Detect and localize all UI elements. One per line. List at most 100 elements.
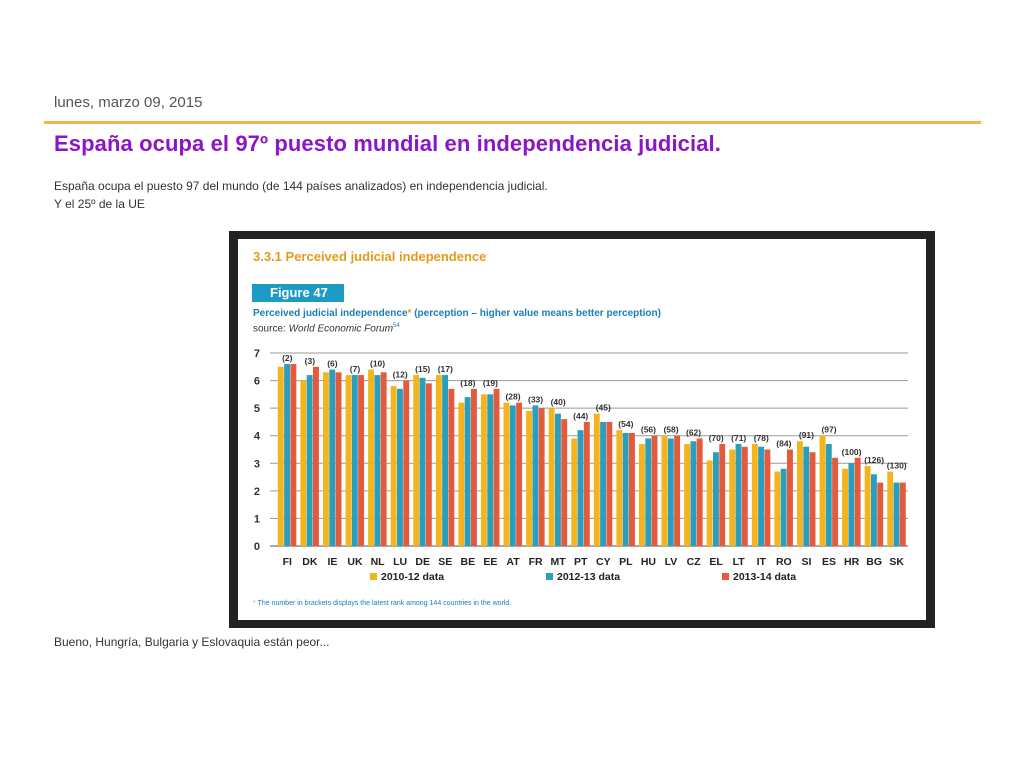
bar bbox=[390, 386, 397, 546]
bar bbox=[616, 430, 623, 546]
bar bbox=[787, 449, 793, 546]
rank-label: (6) bbox=[327, 359, 338, 369]
bar bbox=[448, 388, 455, 546]
rank-label: (3) bbox=[305, 356, 316, 366]
bar bbox=[442, 375, 449, 546]
bar bbox=[493, 388, 500, 546]
x-tick-label: SE bbox=[438, 556, 452, 568]
rank-label: (18) bbox=[460, 378, 475, 388]
bar bbox=[503, 402, 510, 546]
bar bbox=[674, 435, 681, 546]
bar bbox=[396, 388, 403, 546]
rank-label: (7) bbox=[350, 364, 361, 374]
x-tick-label: FR bbox=[529, 556, 543, 568]
legend-swatch bbox=[546, 573, 553, 580]
bar bbox=[480, 394, 487, 546]
post-title[interactable]: España ocupa el 97º puesto mundial en in… bbox=[54, 131, 721, 156]
bar bbox=[741, 446, 748, 546]
bar bbox=[774, 471, 781, 546]
y-tick-label: 6 bbox=[254, 376, 260, 388]
bar bbox=[842, 468, 849, 546]
rank-label: (40) bbox=[551, 397, 566, 407]
source-prefix: source: bbox=[253, 323, 289, 335]
bar bbox=[832, 457, 839, 546]
bar bbox=[735, 443, 742, 546]
x-tick-label: IE bbox=[327, 556, 337, 568]
y-tick-label: 7 bbox=[254, 348, 260, 360]
rank-label: (33) bbox=[528, 394, 543, 404]
y-tick-label: 1 bbox=[254, 513, 260, 525]
y-tick-label: 0 bbox=[254, 541, 260, 553]
bar bbox=[848, 463, 855, 546]
bar bbox=[651, 435, 658, 546]
x-tick-label: HU bbox=[641, 556, 656, 568]
bar bbox=[887, 471, 894, 546]
bar bbox=[622, 432, 629, 546]
bar bbox=[893, 482, 900, 546]
rank-label: (62) bbox=[686, 427, 701, 437]
intro-line-2: Y el 25º de la UE bbox=[54, 197, 145, 211]
figure-label: Figure 47 bbox=[252, 284, 344, 302]
bar bbox=[696, 438, 703, 546]
y-tick-label: 4 bbox=[254, 431, 261, 443]
y-tick-label: 5 bbox=[254, 403, 260, 415]
rank-label: (84) bbox=[776, 439, 791, 449]
bar bbox=[780, 468, 787, 546]
post-date: lunes, marzo 09, 2015 bbox=[54, 94, 203, 111]
x-tick-label: AT bbox=[506, 556, 520, 568]
rank-label: (58) bbox=[663, 425, 678, 435]
bar bbox=[509, 405, 516, 546]
bar bbox=[870, 474, 877, 546]
bar bbox=[593, 413, 600, 546]
bar bbox=[313, 366, 319, 546]
y-tick-label: 2 bbox=[254, 486, 260, 498]
bar bbox=[290, 364, 297, 546]
rank-label: (10) bbox=[370, 359, 385, 369]
bar bbox=[419, 377, 426, 546]
bar bbox=[825, 443, 832, 546]
bar bbox=[706, 460, 713, 546]
rank-label: (97) bbox=[821, 425, 836, 435]
rank-label: (71) bbox=[731, 433, 746, 443]
bar bbox=[606, 421, 613, 546]
x-tick-label: PT bbox=[574, 556, 588, 568]
rank-label: (45) bbox=[596, 403, 611, 413]
bar bbox=[803, 446, 810, 546]
date-divider bbox=[44, 121, 981, 124]
x-tick-label: RO bbox=[776, 556, 792, 568]
bar bbox=[345, 375, 352, 546]
legend-swatch bbox=[370, 573, 377, 580]
x-tick-label: CZ bbox=[687, 556, 702, 568]
legend-label: 2012-13 data bbox=[557, 571, 620, 583]
x-tick-label: HR bbox=[844, 556, 860, 568]
x-tick-label: MT bbox=[551, 556, 567, 568]
x-tick-label: LU bbox=[393, 556, 407, 568]
bar bbox=[277, 366, 284, 546]
x-tick-label: FI bbox=[283, 556, 292, 568]
bar bbox=[583, 421, 590, 546]
bar bbox=[819, 435, 826, 546]
bar bbox=[864, 466, 871, 546]
rank-label: (44) bbox=[573, 411, 588, 421]
bar bbox=[571, 438, 578, 546]
rank-label: (12) bbox=[393, 370, 408, 380]
bar bbox=[458, 402, 465, 546]
footnote-asterisk: * bbox=[253, 600, 256, 607]
bar bbox=[464, 397, 471, 546]
x-tick-label: BG bbox=[866, 556, 882, 568]
caption-main: Perceived judicial independence bbox=[253, 308, 408, 319]
rank-label: (54) bbox=[618, 419, 633, 429]
bar bbox=[600, 421, 607, 546]
x-tick-label: DE bbox=[415, 556, 430, 568]
legend-label: 2013-14 data bbox=[733, 571, 796, 583]
bar bbox=[403, 380, 410, 546]
x-tick-label: UK bbox=[347, 556, 363, 568]
x-tick-label: LT bbox=[733, 556, 746, 568]
x-tick-label: BE bbox=[461, 556, 476, 568]
figure-source: source: World Economic Forum54 bbox=[253, 323, 400, 334]
x-tick-label: SI bbox=[801, 556, 811, 568]
rank-label: (78) bbox=[754, 433, 769, 443]
rank-label: (100) bbox=[842, 447, 862, 457]
bar bbox=[667, 438, 674, 546]
x-tick-label: NL bbox=[371, 556, 386, 568]
